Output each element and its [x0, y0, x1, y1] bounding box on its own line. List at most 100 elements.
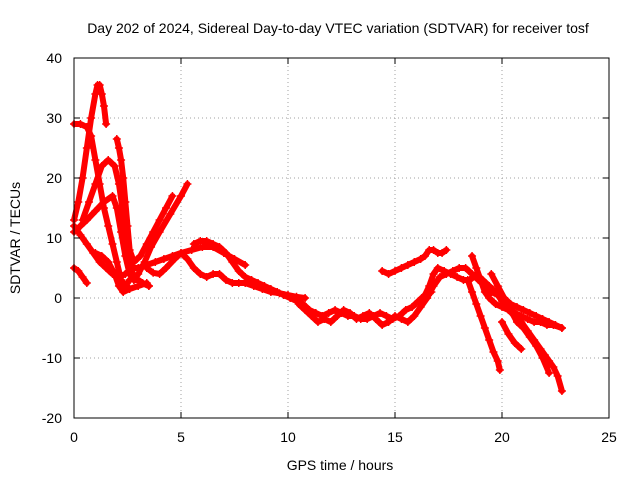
data-point [215, 270, 224, 278]
grid [74, 58, 609, 418]
data-point [76, 231, 85, 239]
data-point [429, 270, 438, 278]
data-point [371, 315, 380, 323]
data-point [151, 258, 160, 266]
data-point [121, 270, 130, 278]
data-point [74, 198, 83, 206]
data-point [112, 258, 121, 266]
series-trace [424, 265, 565, 331]
data-point [221, 249, 230, 257]
y-tick-label: 20 [46, 170, 62, 186]
data-point [209, 240, 218, 248]
data-point [365, 309, 374, 317]
data-point [95, 81, 104, 89]
data-point [519, 324, 528, 332]
data-point [241, 261, 250, 269]
data-point [114, 144, 123, 152]
data-point [525, 333, 534, 341]
data-point [91, 249, 100, 257]
data-point [461, 264, 470, 272]
data-point [108, 240, 117, 248]
data-point [273, 288, 282, 296]
data-point [410, 258, 419, 266]
data-point [403, 261, 412, 269]
data-point [498, 303, 506, 311]
data-point [104, 156, 113, 164]
data-point [155, 270, 164, 278]
data-point [493, 282, 502, 290]
data-point [307, 312, 316, 320]
y-tick-label: 0 [54, 290, 62, 306]
data-point [166, 210, 175, 218]
y-tick-label: -20 [42, 410, 62, 426]
data-point [480, 324, 489, 332]
data-point [538, 354, 547, 362]
data-point [112, 135, 121, 143]
data-point [177, 249, 185, 257]
data-point [104, 258, 113, 266]
data-point [403, 318, 412, 326]
data-point [416, 255, 425, 263]
data-point [468, 270, 477, 278]
series-trace [499, 319, 525, 352]
data-point [538, 315, 547, 323]
data-point [491, 300, 500, 308]
data-point [127, 264, 136, 272]
data-point [429, 246, 438, 254]
series-trace [488, 271, 553, 376]
data-point [532, 312, 541, 320]
data-point [99, 198, 108, 206]
data-point [196, 270, 205, 278]
data-point [435, 273, 444, 281]
data-point [420, 252, 429, 260]
y-tick-label: 10 [46, 230, 62, 246]
data-point [557, 324, 566, 332]
data-point [495, 366, 504, 374]
series-trace [71, 181, 191, 283]
data-point [183, 255, 192, 263]
data-point [117, 156, 126, 164]
data-point [472, 264, 481, 272]
series-arc-12 [378, 246, 451, 278]
data-point [279, 291, 288, 299]
data-point [397, 264, 406, 272]
data-point [519, 306, 528, 314]
series-arc-17 [487, 270, 554, 377]
x-tick-label: 10 [280, 429, 296, 445]
data-point [391, 267, 399, 275]
data-point [480, 288, 489, 296]
data-point [410, 312, 419, 320]
data-point [97, 90, 106, 98]
data-point [134, 282, 143, 290]
series-arc-15 [463, 276, 504, 374]
data-point [202, 237, 211, 245]
data-point [397, 315, 406, 323]
data-point [119, 174, 128, 182]
data-point [506, 306, 515, 314]
data-point [429, 282, 438, 290]
data-point [162, 204, 171, 212]
data-point [378, 267, 387, 275]
data-point [476, 312, 485, 320]
data-point [247, 276, 256, 284]
data-point [189, 240, 198, 248]
data-point [468, 252, 477, 260]
data-point [485, 294, 494, 302]
data-point [136, 252, 145, 260]
data-point [260, 282, 269, 290]
data-point [76, 120, 85, 128]
data-point [382, 312, 391, 320]
data-point [391, 312, 399, 320]
data-point [553, 372, 562, 380]
data-point [311, 309, 320, 317]
data-point [453, 273, 462, 281]
data-point [159, 255, 168, 263]
data-point [301, 306, 310, 314]
x-tick-label: 5 [177, 429, 185, 445]
data-point [142, 240, 151, 248]
data-point [487, 270, 496, 278]
data-point [114, 282, 123, 290]
data-point [234, 267, 243, 275]
series-arc-18 [498, 318, 526, 353]
